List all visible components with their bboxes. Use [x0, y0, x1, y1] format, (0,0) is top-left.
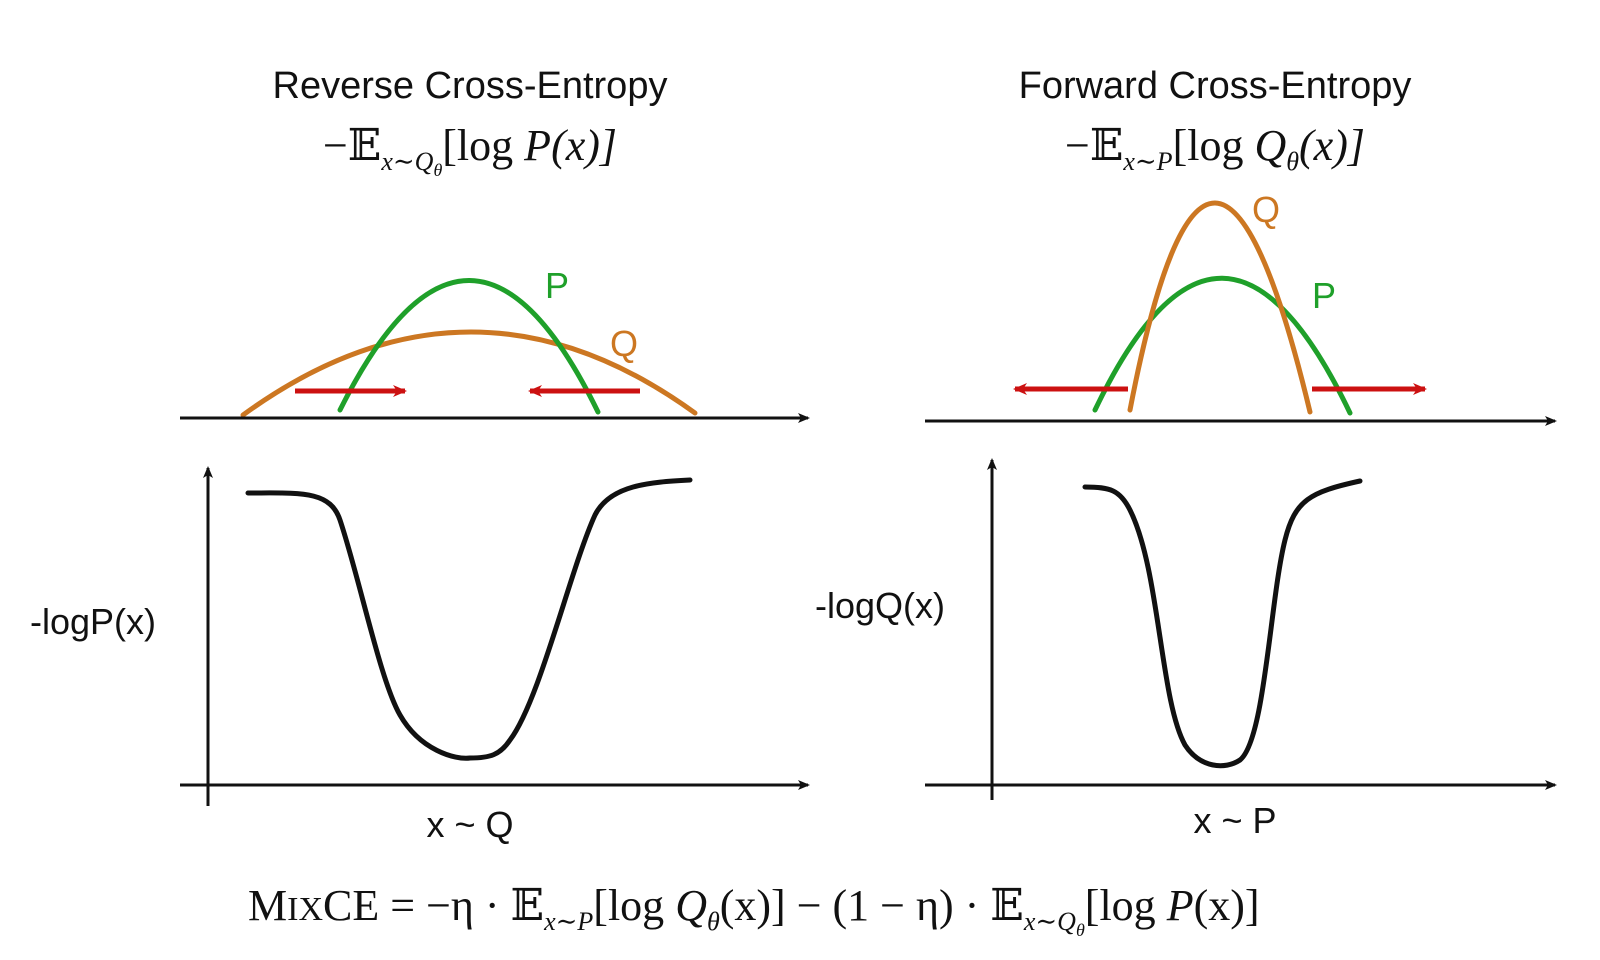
right-q-label: Q [1252, 189, 1280, 230]
right-p-label: P [1312, 275, 1336, 316]
left-formula: −𝔼x∼Qθ[log P(x)] [323, 121, 617, 180]
left-title: Reverse Cross-Entropy [273, 65, 668, 107]
left-p-curve [337, 278, 601, 415]
left-x-label: x ~ Q [426, 804, 513, 845]
right-q-curve [1127, 200, 1313, 415]
left-p-label: P [545, 265, 569, 306]
right-p-curve [1092, 275, 1353, 416]
left-loss-curve [245, 477, 693, 761]
left-q-label: Q [610, 323, 638, 364]
right-x-label: x ~ P [1193, 800, 1276, 841]
right-formula: −𝔼x∼P[log Qθ(x)] [1065, 121, 1365, 176]
left-q-curve [240, 329, 698, 418]
right-title: Forward Cross-Entropy [1019, 65, 1412, 107]
mixce-formula: MIXCE = −η · 𝔼x∼P[log Qθ(x)] − (1 − η) ·… [248, 881, 1260, 940]
right-y-label: -logQ(x) [815, 585, 945, 626]
right-loss-curve [1082, 478, 1363, 769]
left-y-label: -logP(x) [30, 601, 156, 642]
